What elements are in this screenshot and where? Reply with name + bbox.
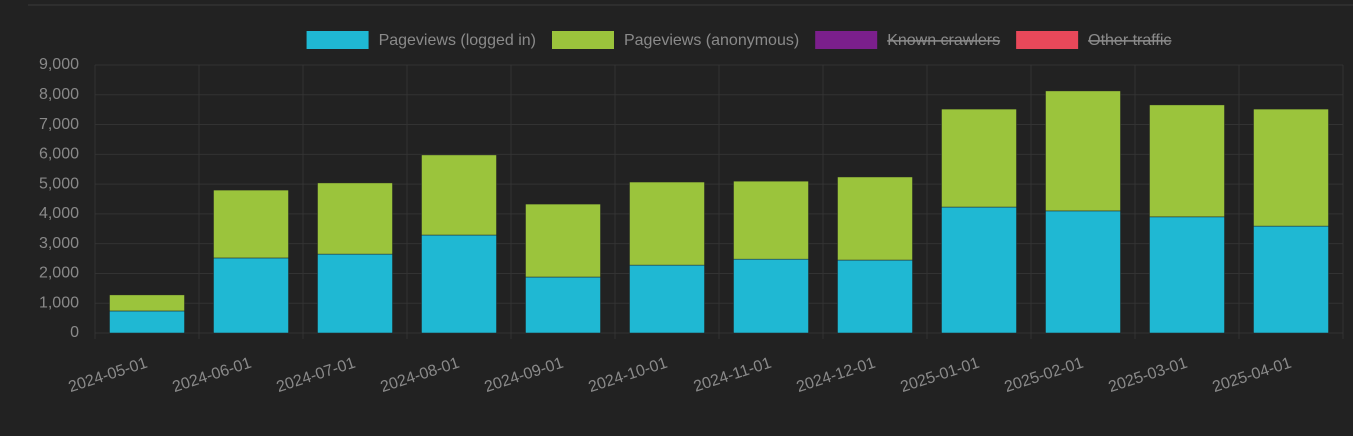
bar-segment[interactable] <box>525 203 601 278</box>
legend-label[interactable]: Other traffic <box>1088 32 1171 49</box>
bar-segment[interactable] <box>421 234 497 334</box>
bar-segment[interactable] <box>317 253 393 334</box>
legend-swatch[interactable] <box>306 31 369 49</box>
y-tick-label: 9,000 <box>39 56 79 73</box>
y-tick-label: 0 <box>70 324 79 341</box>
bar-segment[interactable] <box>109 294 185 312</box>
bar-segment[interactable] <box>733 180 809 260</box>
y-tick-label: 4,000 <box>39 205 79 222</box>
bar-segment[interactable] <box>317 182 393 255</box>
bar-segment[interactable] <box>525 276 601 334</box>
legend-label[interactable]: Known crawlers <box>887 32 1000 49</box>
bar-segment[interactable] <box>1149 104 1225 218</box>
bar-segment[interactable] <box>941 206 1017 334</box>
bar-segment[interactable] <box>837 259 913 334</box>
y-tick-label: 5,000 <box>39 175 79 192</box>
bar-segment[interactable] <box>941 108 1017 208</box>
legend-swatch[interactable] <box>815 31 878 49</box>
y-tick-label: 3,000 <box>39 235 79 252</box>
y-tick-label: 7,000 <box>39 116 79 133</box>
bar-segment[interactable] <box>1045 210 1121 334</box>
legend-label[interactable]: Pageviews (logged in) <box>379 32 536 49</box>
y-tick-label: 6,000 <box>39 146 79 163</box>
y-tick-label: 8,000 <box>39 86 79 103</box>
bar-segment[interactable] <box>421 154 497 236</box>
bar-segment[interactable] <box>1253 225 1329 334</box>
bar-segment[interactable] <box>629 181 705 266</box>
bar-segment[interactable] <box>1149 216 1225 334</box>
bar-segment[interactable] <box>629 264 705 334</box>
bar-segment[interactable] <box>213 189 289 259</box>
y-tick-label: 2,000 <box>39 265 79 282</box>
legend-swatch[interactable] <box>551 31 614 49</box>
bar-segment[interactable] <box>1253 108 1329 227</box>
bar-segment[interactable] <box>213 257 289 334</box>
bar-segment[interactable] <box>837 176 913 261</box>
y-tick-label: 1,000 <box>39 294 79 311</box>
bar-segment[interactable] <box>733 258 809 334</box>
legend-label[interactable]: Pageviews (anonymous) <box>624 32 799 49</box>
legend-swatch[interactable] <box>1016 31 1079 49</box>
bar-segment[interactable] <box>109 310 185 334</box>
bar-segment[interactable] <box>1045 90 1121 212</box>
